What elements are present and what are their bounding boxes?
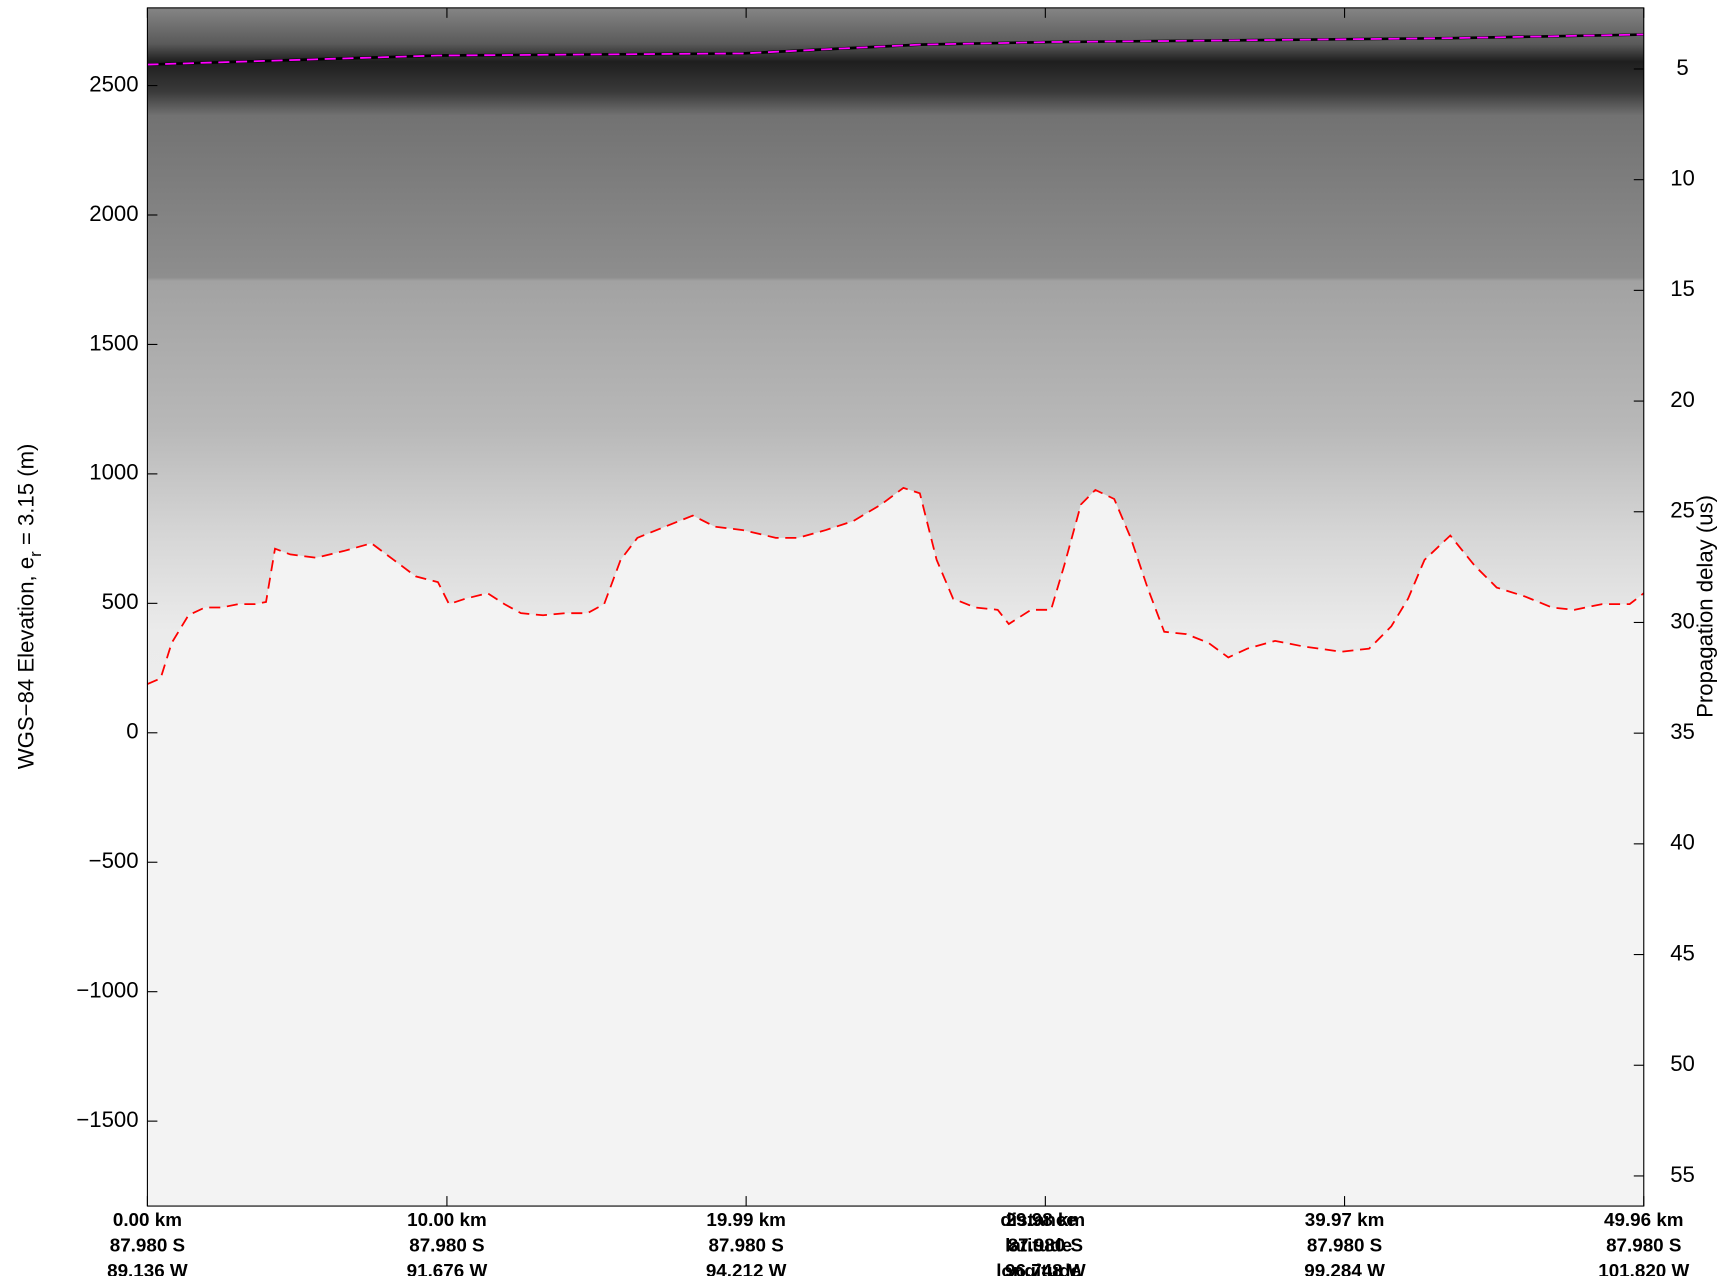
x-tick-label: 19.99 km bbox=[706, 1209, 786, 1230]
x-tick-longitude: 99.284 W bbox=[1304, 1260, 1385, 1276]
x-tick-latitude: 87.980 S bbox=[110, 1235, 185, 1256]
y-tick-label: 1500 bbox=[89, 330, 138, 355]
y-tick-label: 500 bbox=[102, 589, 139, 614]
y2-tick-label: 5 bbox=[1676, 55, 1688, 80]
y-tick-label: −1000 bbox=[76, 978, 138, 1003]
y2-axis-label: Propagation delay (us) bbox=[1692, 495, 1717, 718]
y2-tick-label: 10 bbox=[1670, 166, 1695, 191]
plot-area bbox=[147, 33, 1644, 1207]
y-axis-label: WGS−84 Elevation, er = 3.15 (m) bbox=[13, 444, 45, 770]
x-tick-label: 10.00 km bbox=[407, 1209, 487, 1230]
y-tick-label: −500 bbox=[89, 848, 139, 873]
x-tick-label: 29.98 km bbox=[1006, 1209, 1086, 1230]
x-tick-longitude: 94.212 W bbox=[706, 1260, 787, 1276]
y-tick-label: 0 bbox=[126, 719, 138, 744]
x-tick-longitude: 89.136 W bbox=[107, 1260, 188, 1276]
trace-line bbox=[147, 486, 1644, 685]
y2-tick-label: 30 bbox=[1670, 608, 1695, 633]
y2-tick-label: 20 bbox=[1670, 387, 1695, 412]
y2-tick-label: 50 bbox=[1670, 1051, 1695, 1076]
x-tick-label: 39.97 km bbox=[1305, 1209, 1385, 1230]
axes: −1500 −1000 −500 0 500 1000 1500 2000 2500 5 10 15 2… bbox=[76, 7, 1695, 1276]
x-tick-label: 0.00 km bbox=[113, 1209, 182, 1230]
y-tick-label: 1000 bbox=[89, 460, 138, 485]
plot-frame bbox=[146, 7, 1645, 1207]
y2-tick-label: 55 bbox=[1670, 1162, 1695, 1187]
y2-tick-label: 40 bbox=[1670, 830, 1695, 855]
trace-line bbox=[147, 33, 1644, 66]
y2-tick-label: 15 bbox=[1670, 276, 1695, 301]
y2-tick-label: 35 bbox=[1670, 719, 1695, 744]
x-tick-latitude: 87.980 S bbox=[1606, 1235, 1681, 1256]
x-tick-latitude: 87.980 S bbox=[1008, 1235, 1083, 1256]
x-tick-latitude: 87.980 S bbox=[1307, 1235, 1382, 1256]
y-tick-label: 2500 bbox=[89, 71, 138, 96]
x-tick-label: 49.96 km bbox=[1604, 1209, 1684, 1230]
below-bed-fill bbox=[147, 487, 1644, 1207]
y2-tick-label: 45 bbox=[1670, 940, 1695, 965]
y-tick-label: −1500 bbox=[76, 1107, 138, 1132]
y-tick-label: 2000 bbox=[89, 201, 138, 226]
x-row-label: distance bbox=[1000, 1209, 1076, 1230]
x-tick-latitude: 87.980 S bbox=[708, 1235, 783, 1256]
x-tick-longitude: 101.820 W bbox=[1598, 1260, 1689, 1276]
x-tick-latitude: 87.980 S bbox=[409, 1235, 484, 1256]
x-row-label: longitude bbox=[996, 1260, 1081, 1276]
x-tick-longitude: 96.748 W bbox=[1005, 1260, 1086, 1276]
x-row-label: latitude bbox=[1005, 1235, 1072, 1256]
x-tick-longitude: 91.676 W bbox=[407, 1260, 488, 1276]
y2-tick-label: 25 bbox=[1670, 498, 1695, 523]
